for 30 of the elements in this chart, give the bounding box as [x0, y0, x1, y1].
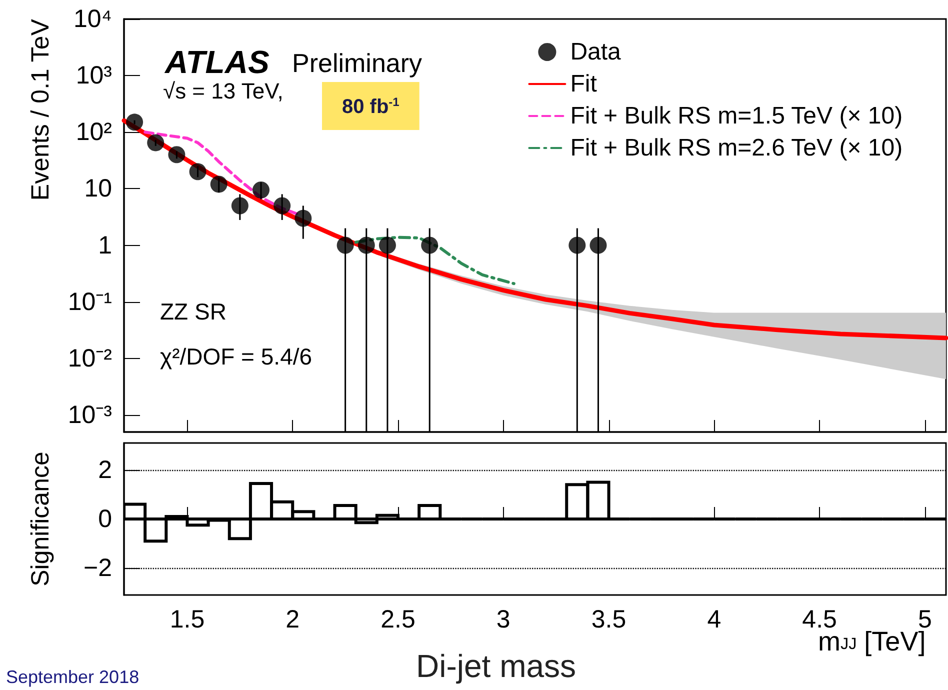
x-tick-label: 3 [496, 606, 510, 634]
y-tick-label: 0 [98, 505, 112, 533]
y-tick-label: 10⁴ [73, 5, 112, 33]
legend-label: Fit + Bulk RS m=1.5 TeV (× 10) [570, 102, 903, 130]
x-tick-label: 2 [286, 606, 300, 634]
y-tick-label: 10³ [76, 62, 112, 90]
annotation: √s = 13 TeV, [163, 78, 284, 104]
x-tick-label: 2.5 [380, 606, 416, 634]
y-tick-label: 10² [76, 118, 112, 146]
x-tick-label: 3.5 [591, 606, 626, 634]
annotation: ZZ SR [160, 298, 226, 324]
y-axis-title: Events / 0.1 TeV [26, 18, 54, 201]
y-tick-label: 10⁻¹ [68, 288, 112, 316]
y-tick-label: 10⁻³ [68, 400, 112, 429]
x-tick-label: 4 [707, 606, 722, 634]
legend-label: Fit + Bulk RS m=2.6 TeV (× 10) [570, 134, 903, 162]
y-tick-label: 10 [84, 174, 112, 203]
annotation: χ²/DOF = 5.4/6 [160, 344, 312, 370]
legend-label: Data [570, 38, 622, 66]
y-tick-label: 10⁻² [68, 344, 112, 372]
y-tick-label: −2 [83, 554, 112, 582]
text: Di-jet mass [416, 648, 576, 684]
annotation: Preliminary [292, 48, 422, 78]
legend-label: Fit [570, 70, 598, 98]
y-tick-label: 2 [98, 456, 112, 484]
annotation: ATLAS [164, 44, 270, 80]
y-axis-title: Significance [26, 452, 54, 586]
y-tick-label: 1 [98, 231, 112, 260]
x-tick-label: 1.5 [170, 606, 205, 634]
text: September 2018 [6, 667, 140, 687]
